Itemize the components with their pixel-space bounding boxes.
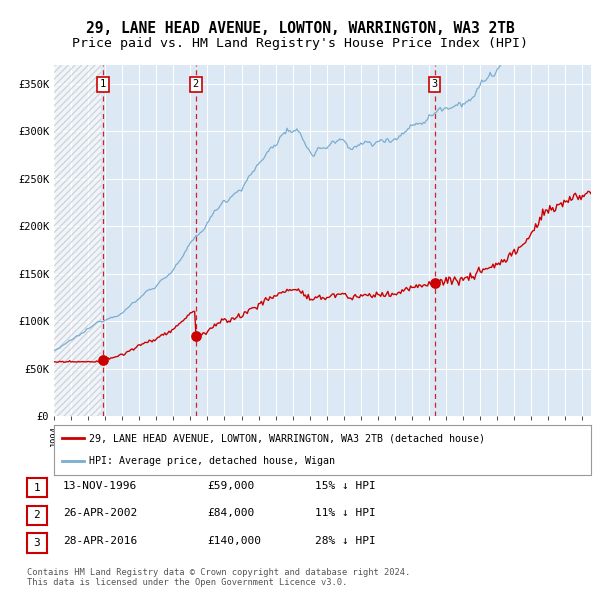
Text: HPI: Average price, detached house, Wigan: HPI: Average price, detached house, Wiga… [89,457,335,467]
Text: 2: 2 [34,510,40,520]
Text: 13-NOV-1996: 13-NOV-1996 [63,481,137,490]
Text: £59,000: £59,000 [207,481,254,490]
Text: 29, LANE HEAD AVENUE, LOWTON, WARRINGTON, WA3 2TB: 29, LANE HEAD AVENUE, LOWTON, WARRINGTON… [86,21,514,35]
Text: 2: 2 [193,79,199,89]
Text: 26-APR-2002: 26-APR-2002 [63,509,137,518]
Text: 28-APR-2016: 28-APR-2016 [63,536,137,546]
Text: 3: 3 [34,538,40,548]
Text: 1: 1 [34,483,40,493]
Text: 29, LANE HEAD AVENUE, LOWTON, WARRINGTON, WA3 2TB (detached house): 29, LANE HEAD AVENUE, LOWTON, WARRINGTON… [89,433,485,443]
Text: £140,000: £140,000 [207,536,261,546]
Text: 11% ↓ HPI: 11% ↓ HPI [315,509,376,518]
Text: £84,000: £84,000 [207,509,254,518]
Bar [54,65,101,416]
Text: Price paid vs. HM Land Registry's House Price Index (HPI): Price paid vs. HM Land Registry's House … [72,37,528,50]
Text: 15% ↓ HPI: 15% ↓ HPI [315,481,376,490]
Text: 1: 1 [100,79,106,89]
Point [430,278,439,288]
Text: 28% ↓ HPI: 28% ↓ HPI [315,536,376,546]
Text: Contains HM Land Registry data © Crown copyright and database right 2024.
This d: Contains HM Land Registry data © Crown c… [27,568,410,587]
Point [191,332,200,341]
Text: 3: 3 [431,79,437,89]
Point [98,355,108,365]
